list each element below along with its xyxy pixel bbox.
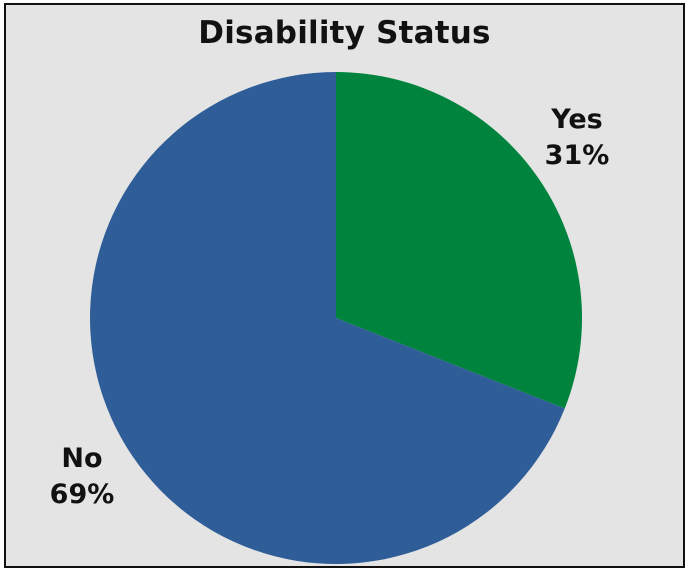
pie-slice-no <box>90 72 565 564</box>
slice-label-no: No <box>61 443 102 474</box>
slice-value-no: 69% <box>50 479 115 510</box>
pie-labels: Yes 31% No 69% <box>50 104 610 510</box>
slice-label-yes: Yes <box>550 104 602 135</box>
pie-slices <box>90 72 583 564</box>
chart-frame: Disability Status Yes 31% No 69% <box>4 3 685 568</box>
chart-title: Disability Status <box>198 15 491 51</box>
pie-slice-yes <box>336 72 583 409</box>
slice-value-yes: 31% <box>545 140 610 171</box>
pie-chart: Yes 31% No 69% <box>50 72 610 564</box>
